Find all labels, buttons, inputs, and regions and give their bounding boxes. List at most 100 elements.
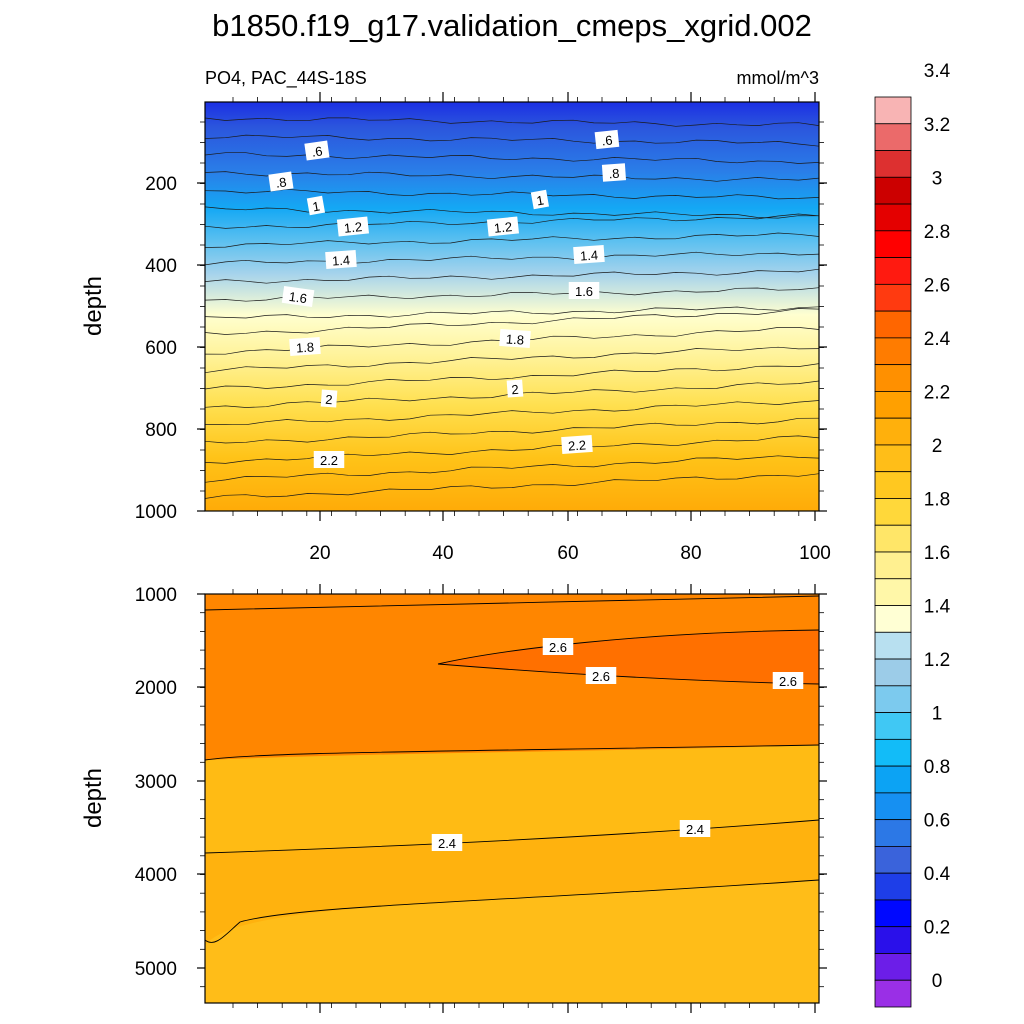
contour-label-text: 1 (311, 198, 321, 214)
bottom-y-axis-label: depth (80, 768, 107, 828)
contour-label-text: 2.2 (567, 437, 586, 453)
contour-label-text: .8 (275, 174, 288, 190)
x-tick-label: 100 (799, 543, 831, 564)
contour-label-text: 1.8 (505, 331, 524, 347)
top-contour-line (205, 251, 819, 266)
colorbar-swatch (874, 230, 912, 258)
colorbar-swatch (874, 364, 912, 392)
top-contour-line (205, 455, 819, 483)
contour-label-text: 2 (325, 392, 333, 407)
colorbar-label: 3 (932, 168, 943, 189)
contour-label-bg (506, 379, 524, 398)
contour-label-text: .6 (601, 132, 613, 148)
top-contour-line (205, 206, 819, 219)
colorbar-swatch (874, 979, 912, 1008)
contour-label-text: .6 (311, 143, 324, 159)
x-tick-label: 60 (557, 543, 578, 564)
contour-label: 1.2 (336, 216, 370, 237)
top-panel-field (205, 102, 819, 511)
contour-label-bg (325, 249, 357, 270)
colorbar-swatch (874, 524, 912, 553)
contour-label-text: .8 (608, 166, 620, 182)
contour-label-bg (542, 638, 574, 655)
y-tick-label: 600 (145, 338, 177, 359)
colorbar-swatch (874, 176, 912, 205)
contour-label-text: 2.6 (549, 640, 567, 655)
contour-label-bg (304, 140, 330, 161)
contour-label-bg (594, 129, 620, 150)
contour-label: .6 (304, 140, 330, 161)
contour-label-text: 1.8 (295, 339, 314, 355)
contour-label-bg (320, 389, 338, 408)
contour-label: 2.4 (679, 820, 711, 837)
contour-label-bg (601, 163, 627, 182)
contour-label-bg (336, 216, 370, 237)
contour-label-text: 1.2 (343, 219, 363, 236)
top-axis-ticks: 200 400 600 800 1000 20 40 60 80 100 (135, 92, 831, 564)
contour-label-text: 1.4 (579, 247, 598, 263)
y-tick-label: 800 (145, 420, 177, 441)
region-core (438, 630, 819, 684)
contour-label: .8 (268, 171, 294, 192)
contour-label: 2.6 (542, 638, 574, 655)
top-contour-labels: .6 .6 .8 .8 1 1 1.2 1.2 1.4 1.4 1.6 1.6 1.8 1.8 2 2 2.2 2… (268, 129, 627, 468)
top-contour-line (205, 417, 819, 444)
contour-label: 2.2 (313, 451, 345, 468)
top-panel: 200 400 600 800 1000 20 40 60 80 100 depth .6 .6 .8… (80, 92, 831, 564)
colorbar-swatch (874, 257, 912, 285)
colorbar-swatch (874, 631, 912, 660)
top-contour-line (205, 188, 819, 200)
contour-label-bg (431, 834, 463, 851)
colorbar-swatch (874, 872, 912, 901)
contour-label-text: 2 (511, 382, 519, 397)
y-tick-label: 4000 (135, 865, 177, 886)
colorbar-swatch (874, 899, 912, 928)
colorbar-label: 2 (932, 436, 943, 457)
contour-label-bg (281, 285, 315, 308)
colorbar-swatch (874, 498, 912, 526)
colorbar-label: 0.4 (924, 864, 951, 885)
contour-label: 2 (506, 379, 524, 398)
region-bottom (205, 880, 819, 1003)
colorbar-swatch (874, 685, 912, 713)
colorbar-swatch (874, 765, 912, 794)
contour-label: 1.2 (486, 216, 520, 237)
colorbar-swatch (874, 953, 912, 981)
colorbar-swatch (874, 203, 912, 232)
colorbar: 0 0.2 0.4 0.6 0.8 1 1.2 1.4 1.6 1.8 2 2.2 2.4 2.6 2.8 3… (874, 61, 951, 1008)
contour-label: 1 (306, 195, 326, 216)
y-tick-label: 3000 (135, 772, 177, 793)
contour-label-text: 2.4 (438, 836, 456, 851)
colorbar-label: 2.4 (924, 329, 951, 350)
contour-label-bg (679, 820, 711, 837)
y-tick-label: 400 (145, 256, 177, 277)
contour-label-text: 1.2 (493, 219, 513, 236)
contour-label-bg (268, 171, 294, 192)
top-contour-line (205, 308, 819, 335)
contour-label: 2.4 (431, 834, 463, 851)
contour-label: 2.6 (585, 667, 617, 684)
colorbar-swatch (874, 310, 912, 339)
x-tick-label: 20 (309, 543, 330, 564)
contour-label: 1.8 (289, 336, 321, 357)
colorbar-label: 0.6 (924, 811, 950, 832)
contour-label-bg (306, 195, 326, 216)
colorbar-swatch (874, 391, 912, 419)
contour-label: 1.6 (568, 282, 600, 299)
contour-label-bg (573, 244, 605, 265)
contour-label: 2.2 (561, 434, 593, 455)
y-tick-label: 200 (145, 174, 177, 195)
contour-label-text: 2.4 (686, 822, 704, 837)
contour-label-text: 1.6 (288, 289, 308, 306)
contour-label-text: 2.6 (592, 669, 610, 684)
colorbar-swatch (874, 551, 912, 580)
y-tick-label: 5000 (135, 959, 177, 980)
colorbar-swatch (874, 578, 912, 606)
colorbar-label: 0 (932, 971, 943, 992)
colorbar-label: 1.2 (924, 650, 950, 671)
contour-label-text: 2.2 (320, 453, 338, 468)
colorbar-label: 3.2 (924, 115, 950, 136)
top-contour-line (205, 363, 819, 390)
